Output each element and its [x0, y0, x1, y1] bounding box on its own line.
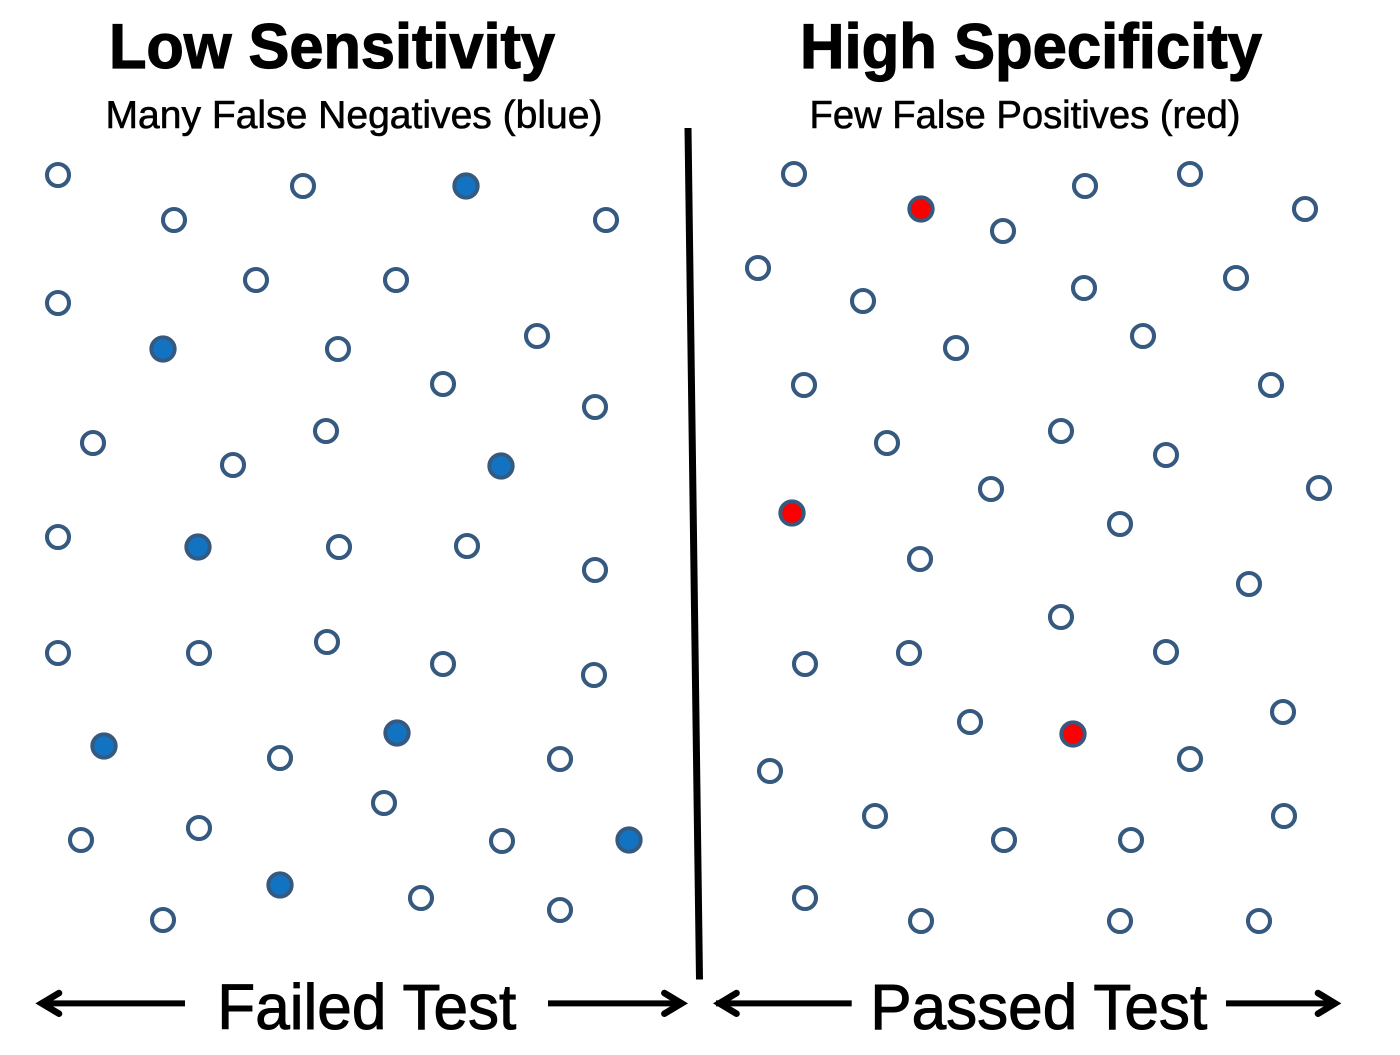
svg-text:Many False Negatives (blue): Many False Negatives (blue)	[106, 94, 603, 137]
svg-text:High Specificity: High Specificity	[800, 12, 1262, 82]
svg-text:Few False Positives (red): Few False Positives (red)	[810, 94, 1241, 137]
svg-text:Low Sensitivity: Low Sensitivity	[109, 12, 555, 82]
svg-text:Failed Test: Failed Test	[217, 971, 516, 1043]
svg-text:Passed Test: Passed Test	[870, 971, 1207, 1043]
